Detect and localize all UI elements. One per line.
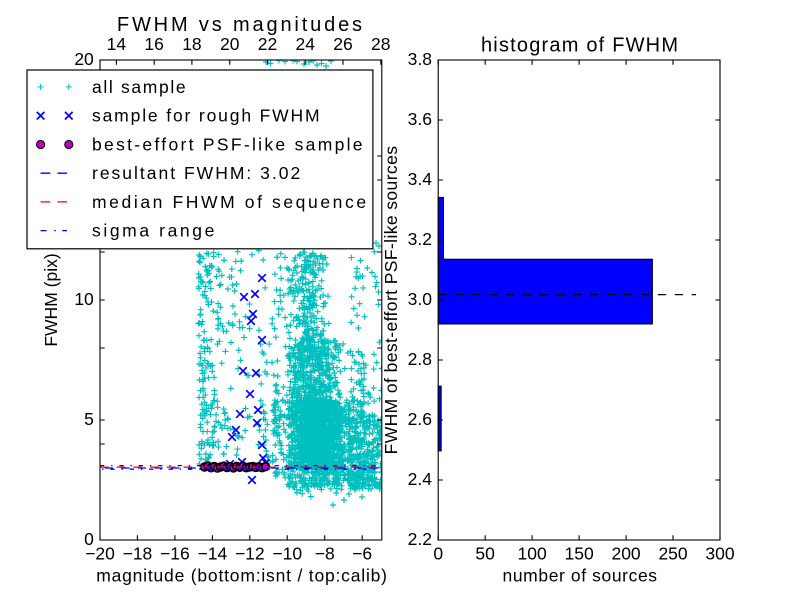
svg-text:2.2: 2.2 <box>408 529 432 549</box>
svg-text:−20: −20 <box>85 543 115 563</box>
svg-text:−6: −6 <box>352 543 372 563</box>
svg-text:resultant FWHM: 3.02: resultant FWHM: 3.02 <box>92 163 302 183</box>
svg-text:2.6: 2.6 <box>408 409 432 429</box>
svg-text:median FHWM of sequence: median FHWM of sequence <box>92 192 369 212</box>
svg-text:−10: −10 <box>272 543 302 563</box>
svg-text:FWHM of best-effort PSF-like s: FWHM of best-effort PSF-like sources <box>381 146 401 455</box>
svg-text:best-effort PSF-like sample: best-effort PSF-like sample <box>92 135 365 155</box>
svg-text:2.4: 2.4 <box>408 469 433 489</box>
svg-text:FWHM vs magnitudes: FWHM vs magnitudes <box>117 14 365 36</box>
svg-text:3.8: 3.8 <box>408 49 432 69</box>
svg-text:all sample: all sample <box>92 77 187 97</box>
svg-text:magnitude (bottom:isnt / top:c: magnitude (bottom:isnt / top:calib) <box>96 566 388 586</box>
svg-text:number of sources: number of sources <box>503 566 658 586</box>
svg-text:20: 20 <box>220 34 240 54</box>
svg-text:0: 0 <box>433 543 443 563</box>
svg-text:200: 200 <box>611 543 640 563</box>
svg-text:3.2: 3.2 <box>408 229 432 249</box>
svg-text:0: 0 <box>84 529 94 549</box>
svg-text:28: 28 <box>371 34 390 54</box>
svg-text:10: 10 <box>74 289 94 309</box>
svg-text:250: 250 <box>658 543 687 563</box>
svg-text:3.0: 3.0 <box>408 289 433 309</box>
svg-text:16: 16 <box>144 34 163 54</box>
svg-text:26: 26 <box>333 34 352 54</box>
svg-text:22: 22 <box>258 34 277 54</box>
svg-text:5: 5 <box>84 409 94 429</box>
svg-text:3.6: 3.6 <box>408 109 432 129</box>
svg-text:18: 18 <box>182 34 201 54</box>
svg-text:−12: −12 <box>235 543 265 563</box>
svg-text:14: 14 <box>107 34 127 54</box>
svg-text:sample for rough FWHM: sample for rough FWHM <box>92 106 321 126</box>
svg-text:−8: −8 <box>315 543 335 563</box>
svg-text:sigma range: sigma range <box>92 221 217 241</box>
svg-text:2.8: 2.8 <box>408 349 432 369</box>
svg-text:3.4: 3.4 <box>408 169 433 189</box>
svg-text:−14: −14 <box>198 543 228 563</box>
svg-text:FWHM (pix): FWHM (pix) <box>41 253 61 346</box>
svg-text:24: 24 <box>296 34 316 54</box>
svg-text:−18: −18 <box>123 543 153 563</box>
svg-text:300: 300 <box>705 543 734 563</box>
svg-text:−16: −16 <box>160 543 190 563</box>
svg-text:20: 20 <box>74 49 94 69</box>
svg-text:150: 150 <box>565 543 594 563</box>
svg-text:50: 50 <box>475 543 495 563</box>
svg-text:histogram of FWHM: histogram of FWHM <box>481 35 679 57</box>
svg-text:100: 100 <box>518 543 547 563</box>
